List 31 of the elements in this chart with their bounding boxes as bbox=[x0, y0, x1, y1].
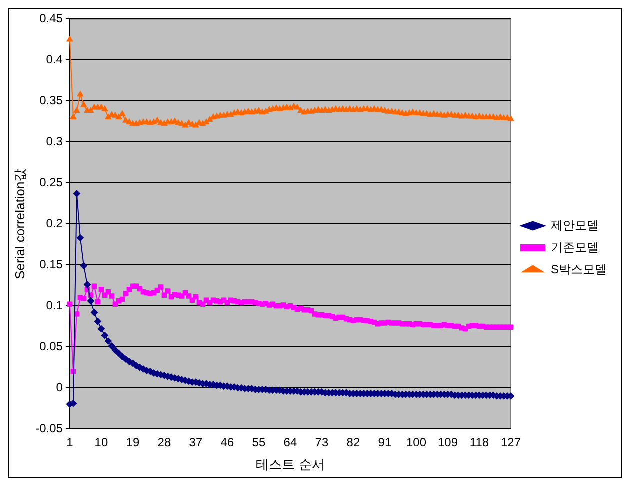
y-tick-label: 0.35 bbox=[40, 93, 64, 108]
y-tick-label: 0.4 bbox=[46, 52, 64, 66]
y-tick-label: 0 bbox=[56, 380, 64, 394]
x-tick-label: 10 bbox=[94, 436, 108, 450]
y-tick-label: 0.45 bbox=[40, 12, 64, 26]
x-axis-title: 테스트 순서 bbox=[256, 456, 325, 472]
x-tick-label: 64 bbox=[284, 436, 298, 450]
y-tick-label: 0.1 bbox=[46, 298, 64, 312]
y-axis-title: Serial correlation값 bbox=[12, 168, 28, 280]
x-tick-label: 118 bbox=[470, 436, 490, 450]
x-tick-label: 109 bbox=[438, 436, 458, 450]
y-tick-label: -0.05 bbox=[36, 421, 64, 436]
x-tick-label: 100 bbox=[406, 436, 427, 450]
y-tick-label: 0.25 bbox=[40, 175, 64, 190]
x-tick-label: 28 bbox=[158, 436, 172, 450]
x-tick-label: 37 bbox=[189, 436, 203, 450]
x-tick-label: 73 bbox=[315, 436, 329, 450]
y-tick-label: 0.2 bbox=[46, 216, 64, 230]
x-tick-label: 55 bbox=[252, 436, 266, 450]
x-tick-label: 82 bbox=[346, 436, 360, 450]
x-tick-label: 46 bbox=[220, 436, 234, 450]
x-tick-label: 1 bbox=[66, 436, 74, 450]
y-tick-label: 0.05 bbox=[40, 339, 64, 354]
legend-label: 기존모델 bbox=[550, 240, 599, 254]
x-tick-label: 127 bbox=[500, 436, 522, 450]
legend-label: 제안모델 bbox=[550, 218, 599, 232]
legend-label: S박스모델 bbox=[550, 262, 608, 276]
x-tick-label: 91 bbox=[378, 436, 392, 450]
x-tick-label: 19 bbox=[126, 436, 140, 450]
y-tick-label: 0.3 bbox=[46, 134, 64, 148]
y-tick-label: 0.15 bbox=[40, 257, 64, 272]
